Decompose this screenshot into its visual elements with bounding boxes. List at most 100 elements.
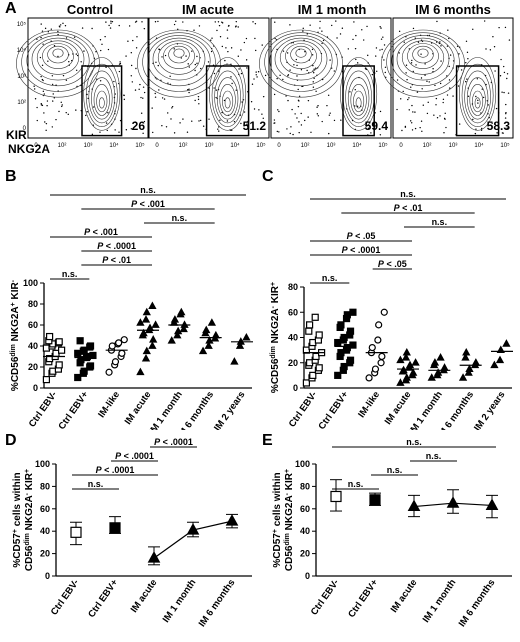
facs-contour	[83, 57, 121, 131]
facs-event-dot	[161, 125, 163, 127]
facs-event-dot	[42, 43, 44, 45]
facs-event-dot	[439, 82, 442, 85]
facs-event-dot	[300, 124, 303, 126]
facs-event-dot	[396, 108, 398, 111]
x-tick-label: IM acute	[383, 389, 414, 426]
facs-event-dot	[245, 59, 248, 61]
facs-event-dot	[401, 129, 403, 132]
facs-event-dot	[197, 95, 200, 98]
data-point	[207, 318, 217, 326]
facs-event-dot	[113, 80, 115, 83]
panel-label-d: D	[5, 432, 17, 449]
facs-event-dot	[41, 30, 44, 32]
facs-event-dot	[298, 131, 300, 134]
facs-contour	[412, 45, 434, 64]
data-point	[205, 336, 214, 344]
facs-event-dot	[442, 101, 444, 104]
data-point	[136, 367, 145, 376]
facs-event-dot	[254, 37, 256, 40]
facs-event-dot	[132, 122, 135, 124]
data-point	[433, 368, 443, 376]
facs-event-dot	[311, 54, 314, 56]
facs-event-dot	[62, 74, 65, 77]
facs-event-dot	[261, 113, 263, 115]
facs-event-dot	[135, 20, 138, 23]
facs-gate	[81, 65, 123, 137]
facs-event-dot	[503, 91, 505, 94]
facs-event-dot	[50, 28, 53, 30]
data-point	[349, 341, 357, 349]
facs-event-dot	[296, 64, 298, 67]
facs-event-dot	[422, 104, 425, 106]
facs-event-dot	[412, 27, 415, 30]
facs-event-dot	[221, 45, 224, 48]
facs-event-dot	[496, 132, 498, 134]
facs-event-dot	[408, 109, 410, 111]
facs-event-dot	[235, 89, 237, 91]
facs-event-dot	[302, 30, 304, 32]
facs-event-dot	[380, 38, 383, 40]
facs-event-dot	[218, 24, 221, 27]
facs-event-dot	[505, 112, 507, 115]
data-point	[89, 351, 97, 360]
facs-event-dot	[298, 100, 300, 102]
y-axis-label: %CD56dim NKG2A- KIR+	[270, 282, 282, 393]
y-tick-label: 20	[28, 362, 38, 372]
facs-event-dot	[214, 21, 216, 23]
facs-event-dot	[466, 51, 469, 54]
facs-event-dot	[290, 126, 292, 128]
facs-event-dot	[118, 70, 121, 73]
facs-event-dot	[95, 50, 97, 53]
facs-event-dot	[123, 98, 126, 101]
facs-event-dot	[481, 127, 483, 130]
facs-event-dot	[171, 107, 173, 109]
facs-event-dot	[219, 36, 222, 38]
facs-event-dot	[405, 72, 407, 74]
facs-event-dot	[165, 126, 168, 128]
mean-point	[330, 490, 342, 503]
facs-event-dot	[161, 97, 164, 99]
facs-event-dot	[221, 111, 223, 114]
facs-contour	[26, 35, 90, 87]
data-point	[74, 373, 82, 382]
facs-event-dot	[384, 71, 386, 74]
data-point	[141, 353, 151, 362]
facs-contour	[472, 90, 484, 113]
facs-event-dot	[384, 66, 387, 68]
facs-event-dot	[157, 64, 159, 67]
facs-event-dot	[379, 25, 381, 28]
facs-contour	[381, 29, 465, 98]
data-point	[76, 337, 84, 345]
facs-event-dot	[143, 91, 146, 94]
facs-event-dot	[286, 128, 288, 130]
data-point	[430, 358, 440, 366]
facs-event-dot	[61, 104, 63, 106]
data-point	[170, 315, 180, 323]
facs-event-dot	[375, 47, 378, 49]
facs-event-dot	[426, 112, 429, 115]
facs-event-dot	[262, 117, 264, 119]
facs-event-dot	[151, 107, 153, 109]
facs-event-dot	[238, 68, 240, 70]
facs-event-dot	[287, 99, 289, 102]
facs-event-dot	[180, 57, 183, 59]
x-tick-label: IM 2 years	[472, 389, 507, 430]
facs-event-dot	[118, 24, 120, 27]
facs-event-dot	[465, 62, 467, 64]
facs-gate-value: 26	[132, 119, 146, 133]
data-point	[105, 368, 113, 376]
comparison-label: P < .0001	[96, 465, 135, 475]
data-point	[465, 364, 474, 372]
facs-event-dot	[495, 107, 498, 110]
y-tick-label: 100	[23, 278, 38, 288]
facs-event-dot	[421, 88, 423, 90]
facs-event-dot	[492, 36, 494, 38]
facs-event-dot	[226, 37, 229, 39]
facs-event-dot	[33, 85, 35, 87]
facs-event-dot	[109, 27, 112, 29]
facs-contour	[259, 29, 343, 98]
facs-event-dot	[253, 108, 256, 110]
facs-contour	[274, 37, 328, 81]
facs-event-dot	[193, 29, 195, 31]
comparison-label: P < .05	[378, 259, 407, 269]
